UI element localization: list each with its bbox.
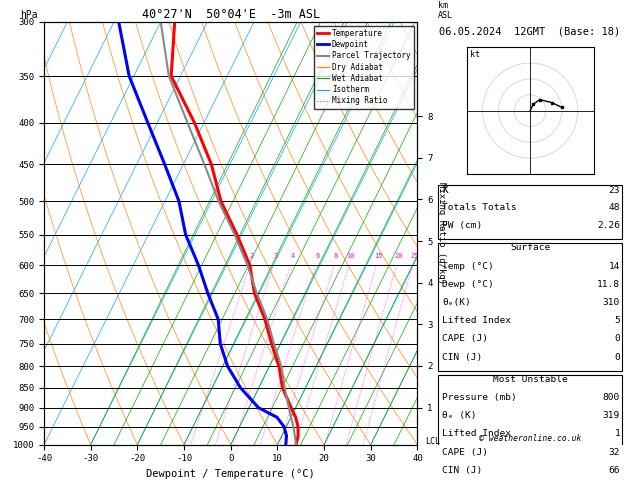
Text: 4: 4 [291,253,294,260]
Text: Lifted Index: Lifted Index [442,430,511,438]
Text: 0: 0 [615,352,620,362]
Text: 2: 2 [250,253,254,260]
Text: 25: 25 [410,253,418,260]
Text: 319: 319 [603,411,620,420]
Text: 66: 66 [609,466,620,475]
Text: CAPE (J): CAPE (J) [442,448,488,457]
Y-axis label: Mixing Ratio (g/kg): Mixing Ratio (g/kg) [437,182,447,284]
Text: 0: 0 [615,334,620,343]
Text: Lifted Index: Lifted Index [442,316,511,325]
Text: 6: 6 [316,253,320,260]
Text: Totals Totals: Totals Totals [442,203,517,212]
Text: Pressure (mb): Pressure (mb) [442,393,517,402]
Text: 32: 32 [609,448,620,457]
Text: 3: 3 [273,253,277,260]
Text: K: K [442,186,448,195]
Text: © weatheronline.co.uk: © weatheronline.co.uk [479,434,581,443]
Text: 14: 14 [609,261,620,271]
Text: 15: 15 [374,253,382,260]
Legend: Temperature, Dewpoint, Parcel Trajectory, Dry Adiabat, Wet Adiabat, Isotherm, Mi: Temperature, Dewpoint, Parcel Trajectory… [314,26,414,108]
Text: 06.05.2024  12GMT  (Base: 18): 06.05.2024 12GMT (Base: 18) [440,26,621,36]
Text: 1: 1 [615,430,620,438]
Text: 20: 20 [394,253,403,260]
Text: Most Unstable: Most Unstable [493,375,567,384]
Text: 10: 10 [347,253,355,260]
Text: θₑ(K): θₑ(K) [442,298,470,307]
Text: CIN (J): CIN (J) [442,352,482,362]
Text: 800: 800 [603,393,620,402]
Text: 5: 5 [615,316,620,325]
Text: CAPE (J): CAPE (J) [442,334,488,343]
Text: Surface: Surface [510,243,550,252]
X-axis label: Dewpoint / Temperature (°C): Dewpoint / Temperature (°C) [147,469,315,479]
Text: PW (cm): PW (cm) [442,221,482,230]
Text: km
ASL: km ASL [438,1,453,20]
Text: θₑ (K): θₑ (K) [442,411,477,420]
Text: 8: 8 [334,253,338,260]
Text: Dewp (°C): Dewp (°C) [442,280,494,289]
Text: 23: 23 [609,186,620,195]
Text: hPa: hPa [19,10,37,20]
Text: 48: 48 [609,203,620,212]
Text: Temp (°C): Temp (°C) [442,261,494,271]
Text: LCL: LCL [425,436,440,446]
Text: 2.26: 2.26 [597,221,620,230]
Text: CIN (J): CIN (J) [442,466,482,475]
Text: 11.8: 11.8 [597,280,620,289]
Title: 40°27'N  50°04'E  -3m ASL: 40°27'N 50°04'E -3m ASL [142,8,320,21]
Text: 310: 310 [603,298,620,307]
